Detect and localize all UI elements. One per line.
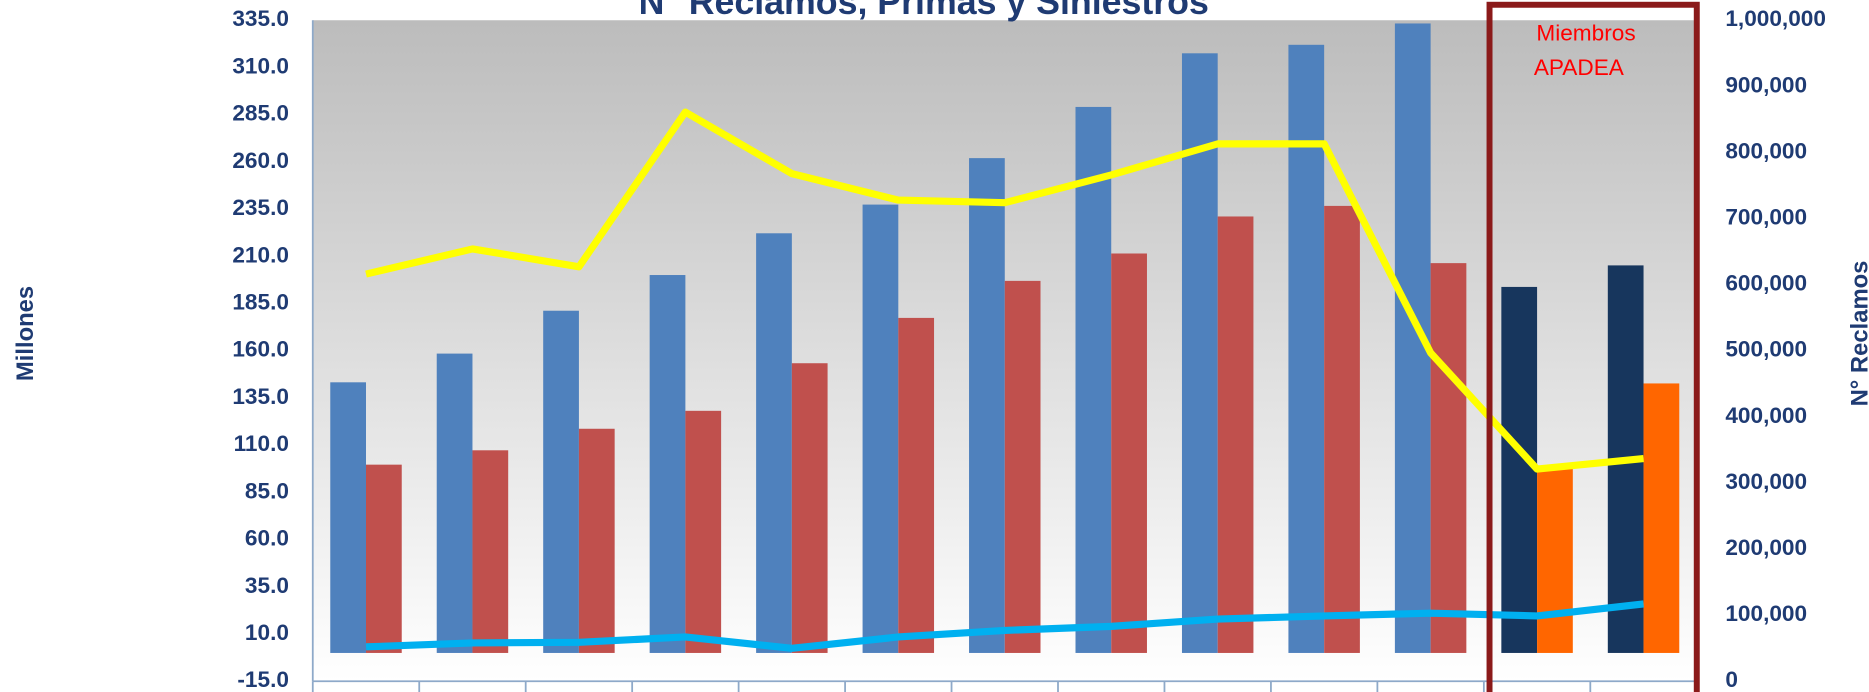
y2-tick-label: 1,000,000 bbox=[1725, 6, 1826, 31]
bar bbox=[1288, 44, 1325, 653]
bar bbox=[649, 275, 686, 653]
y2-tick-label: 700,000 bbox=[1725, 205, 1807, 230]
y-tick-label: 60.0 bbox=[245, 526, 289, 551]
bar bbox=[1430, 263, 1467, 653]
y-tick-label: 235.0 bbox=[232, 195, 289, 220]
bar bbox=[472, 450, 509, 653]
bar bbox=[898, 317, 935, 653]
y-tick-label: 210.0 bbox=[232, 242, 289, 267]
y-tick-label: 110.0 bbox=[234, 431, 289, 456]
y2-axis-label: N° Reclamos bbox=[1846, 261, 1869, 407]
y-tick-label: 160.0 bbox=[232, 337, 289, 362]
bar bbox=[1501, 286, 1538, 653]
chart-title: N° Reclamos, Primas y Siniestros bbox=[639, 0, 1209, 22]
bar bbox=[862, 204, 899, 653]
bar bbox=[330, 382, 367, 653]
y2-tick-label: 800,000 bbox=[1725, 138, 1807, 163]
y2-tick-label: 500,000 bbox=[1725, 337, 1807, 362]
y-tick-label: 335.0 bbox=[232, 6, 289, 31]
y2-tick-label: 300,000 bbox=[1725, 469, 1807, 494]
bar bbox=[791, 363, 828, 653]
bar bbox=[1324, 205, 1360, 653]
bar bbox=[1217, 216, 1254, 653]
y-axis-label: Millones bbox=[12, 286, 39, 381]
highlight-box bbox=[1486, 1, 1700, 692]
y-tick-label: -15.0 bbox=[237, 667, 289, 692]
annotation: APADEA bbox=[1534, 55, 1625, 80]
bar bbox=[756, 233, 792, 653]
y-tick-label: 85.0 bbox=[245, 478, 289, 503]
bar bbox=[578, 428, 615, 653]
line bbox=[365, 600, 1644, 652]
line bbox=[365, 108, 1644, 473]
y2-tick-label: 900,000 bbox=[1725, 72, 1807, 97]
y-tick-label: 310.0 bbox=[232, 53, 289, 78]
bar bbox=[1111, 253, 1147, 653]
y-tick-label: 10.0 bbox=[245, 620, 289, 645]
bar bbox=[1075, 106, 1112, 653]
y-tick-label: 35.0 bbox=[245, 573, 289, 598]
bar bbox=[543, 310, 579, 653]
bar bbox=[366, 464, 402, 653]
bar bbox=[1537, 465, 1573, 653]
y2-tick-label: 200,000 bbox=[1725, 535, 1807, 560]
y2-tick-label: 600,000 bbox=[1725, 271, 1807, 296]
bar bbox=[1004, 280, 1041, 653]
y-tick-label: 135.0 bbox=[232, 384, 289, 409]
y-tick-label: 260.0 bbox=[232, 148, 289, 173]
y2-tick-label: 100,000 bbox=[1725, 601, 1807, 626]
y2-tick-label: 400,000 bbox=[1725, 403, 1807, 428]
bar bbox=[436, 353, 473, 653]
y2-tick-label: 0 bbox=[1725, 667, 1738, 692]
y-tick-label: 185.0 bbox=[232, 290, 289, 315]
bar bbox=[969, 158, 1005, 653]
bar bbox=[1643, 383, 1680, 653]
annotation: Miembros bbox=[1536, 21, 1635, 46]
y-tick-label: 285.0 bbox=[232, 101, 289, 126]
bar bbox=[685, 410, 722, 653]
